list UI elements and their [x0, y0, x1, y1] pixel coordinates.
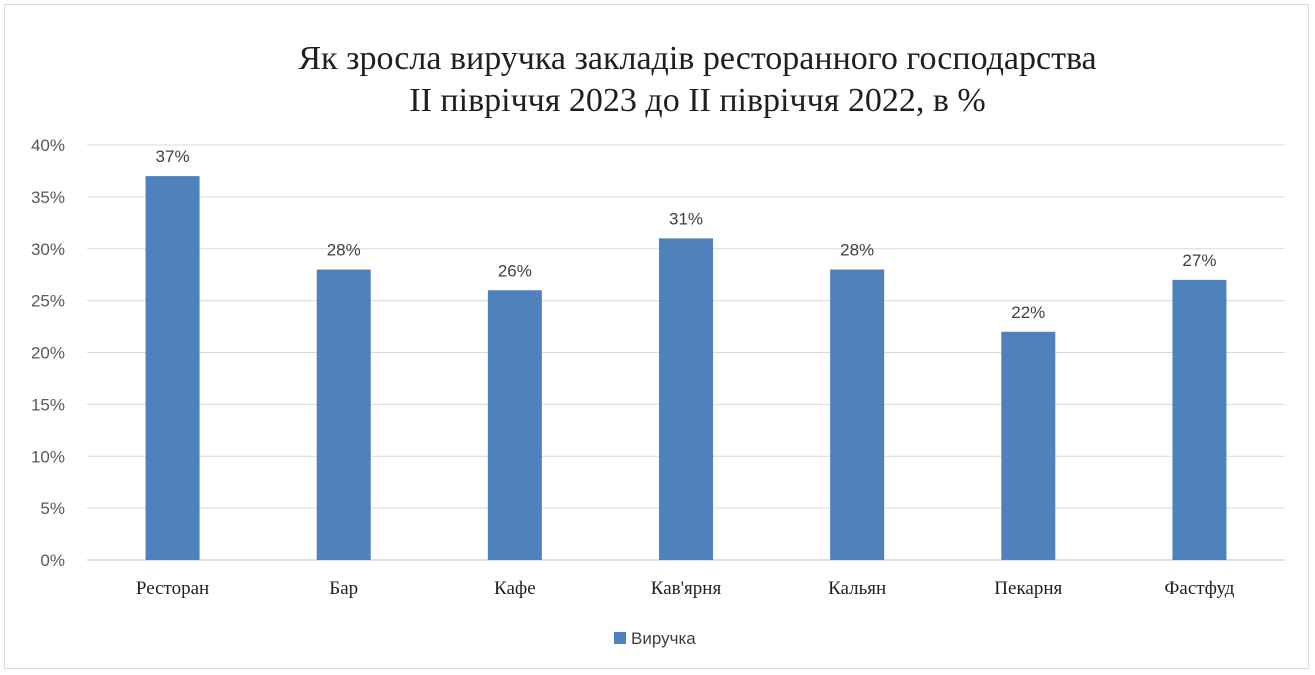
legend: Виручка — [614, 629, 696, 648]
bar-chart: Як зросла виручка закладів ресторанного … — [31, 40, 1285, 648]
chart-title-line-1: Як зросла виручка закладів ресторанного … — [298, 40, 1096, 77]
bar — [145, 176, 200, 560]
data-labels: 37% 28% 26% 31% 28% 22% 27% — [156, 147, 1217, 322]
x-category-label: Ресторан — [136, 578, 209, 599]
y-tick-label: 40% — [31, 136, 65, 155]
chart-title-line-2: ІІ півріччя 2023 до ІІ півріччя 2022, в … — [409, 82, 985, 119]
data-label: 26% — [498, 261, 532, 280]
y-axis-ticks: 0% 5% 10% 15% 20% 25% 30% 35% 40% — [31, 136, 65, 570]
x-category-label: Бар — [329, 578, 358, 599]
bar — [316, 269, 371, 560]
x-category-label: Кальян — [828, 578, 886, 599]
bar — [659, 238, 713, 560]
data-label: 28% — [840, 241, 874, 260]
y-tick-label: 35% — [31, 188, 65, 207]
data-label: 27% — [1182, 251, 1216, 270]
legend-label: Виручка — [631, 629, 696, 648]
bar — [1172, 279, 1227, 560]
y-tick-label: 25% — [31, 292, 65, 311]
x-axis-categories: Ресторан Бар Кафе Кав'ярня Кальян Пекарня Фаст… — [136, 578, 1235, 599]
data-label: 28% — [327, 241, 361, 260]
legend-swatch — [614, 632, 626, 644]
x-category-label: Фастфуд — [1164, 578, 1234, 599]
x-category-label: Пекарня — [994, 578, 1062, 599]
x-category-label: Кафе — [494, 578, 536, 599]
data-label: 22% — [1011, 303, 1045, 322]
bars — [145, 176, 1227, 560]
y-tick-label: 0% — [40, 551, 65, 570]
y-tick-label: 20% — [31, 344, 65, 363]
data-label: 31% — [669, 209, 703, 228]
x-category-label: Кав'ярня — [651, 578, 722, 599]
data-label: 37% — [156, 147, 190, 166]
y-tick-label: 30% — [31, 240, 65, 259]
y-tick-label: 15% — [31, 395, 65, 414]
y-tick-label: 10% — [31, 447, 65, 466]
bar — [830, 269, 885, 560]
bar — [487, 290, 542, 560]
y-tick-label: 5% — [40, 499, 65, 518]
chart-frame: Як зросла виручка закладів ресторанного … — [4, 4, 1309, 669]
bar — [1001, 331, 1056, 560]
